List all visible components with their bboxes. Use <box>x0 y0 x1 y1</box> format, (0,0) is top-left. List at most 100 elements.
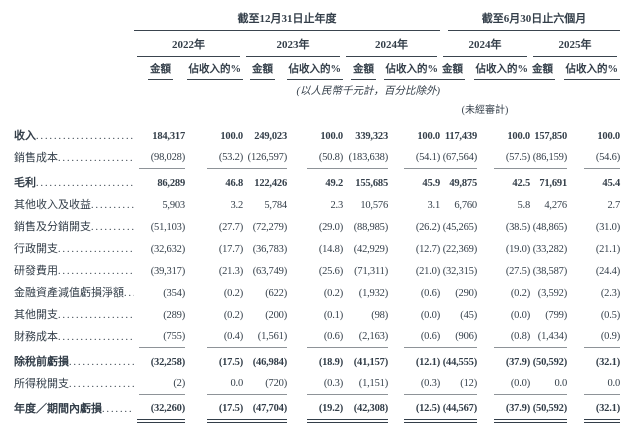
amount-cell: (2) <box>139 374 185 395</box>
amount-cell: (32,632) <box>150 244 185 255</box>
percent-cell: (38.5) <box>505 222 530 233</box>
row-label: 毛利 <box>14 173 134 194</box>
amount-cell: (48,865) <box>532 222 567 233</box>
amount-cell: 71,691 <box>539 178 567 189</box>
percent-cell: (0.3) <box>307 374 343 395</box>
amount-cell: (32,315) <box>442 266 477 277</box>
amount-cell: 122,426 <box>254 178 287 189</box>
percent-cell: (32.1) <box>595 357 620 368</box>
dot-leader <box>58 305 134 326</box>
amount-cell: (622) <box>265 288 287 299</box>
row-label: 銷售成本 <box>14 148 134 169</box>
percent-cell: (2.3) <box>600 288 620 299</box>
row-label: 研發費用 <box>14 261 134 282</box>
table-row: 財務成本 (755)(0.4)(1,561)(0.6)(2,163)(0.6)(… <box>14 327 620 348</box>
percent-cell: (17.7) <box>218 244 243 255</box>
year-header-2024: 2024年 <box>346 38 437 57</box>
percent-cell: 3.1 <box>427 200 440 211</box>
percent-cell: (0.2) <box>323 288 343 299</box>
percent-cell: (19.0) <box>505 244 530 255</box>
amount-cell: (71,311) <box>354 266 388 277</box>
percent-column-header: 佔收入的% <box>563 63 620 80</box>
percent-cell: (0.2) <box>223 288 243 299</box>
percent-cell: (12.5) <box>404 399 440 423</box>
percent-cell: (57.5) <box>494 148 530 169</box>
amount-cell: (200) <box>265 310 287 321</box>
year-header-2024-interim: 2024年 <box>443 38 527 57</box>
percent-cell: 45.9 <box>422 178 440 189</box>
dot-leader <box>36 173 134 194</box>
table-row: 年度／期間內虧損 (32,260) (17.5)(47,704) (19.2)(42… <box>14 399 620 423</box>
row-label: 其他開支 <box>14 305 134 326</box>
dot-leader <box>91 217 134 238</box>
percent-cell: 0.0 <box>584 374 620 395</box>
amount-cell: (2,163) <box>342 327 388 348</box>
amount-cell: (354) <box>163 288 185 299</box>
amount-cell: 184,317 <box>152 131 185 142</box>
amount-cell: (39,317) <box>150 266 185 277</box>
amount-column-header: 金額 <box>250 63 275 80</box>
percent-cell: 2.7 <box>607 200 620 211</box>
percent-cell: (19.2) <box>307 399 343 423</box>
amount-cell: (50,592) <box>532 357 567 368</box>
percent-cell: (54.1) <box>404 148 440 169</box>
dot-leader <box>58 239 134 260</box>
percent-cell: 42.5 <box>512 178 530 189</box>
dot-leader <box>36 126 134 147</box>
percent-cell: (0.2) <box>223 310 243 321</box>
percent-cell: 100.0 <box>320 131 343 142</box>
row-label-text: 所得稅開支 <box>14 378 69 390</box>
dot-leader <box>58 261 134 282</box>
table-row: 行政開支 (32,632) (17.7) (36,783) (14.8) (42,929… <box>14 239 620 260</box>
dot-leader <box>102 399 134 420</box>
amount-cell: (183,638) <box>342 148 388 169</box>
row-label: 財務成本 <box>14 327 134 348</box>
row-label-text: 行政開支 <box>14 243 58 255</box>
percent-cell: (0.2) <box>510 288 530 299</box>
percent-cell: (25.6) <box>318 266 343 277</box>
year-header-2025-interim: 2025年 <box>533 38 617 57</box>
annual-period-header: 截至12月31日止年度 <box>134 12 440 31</box>
percent-cell: (12.7) <box>415 244 440 255</box>
amount-cell: (45) <box>460 310 477 321</box>
percent-cell: (50.8) <box>307 148 343 169</box>
row-label-text: 毛利 <box>14 177 36 189</box>
amount-column-header: 金額 <box>440 63 465 80</box>
percent-column-header: 佔收入的% <box>286 63 343 80</box>
year-header-2022: 2022年 <box>137 38 240 57</box>
amount-cell: 0.0 <box>521 374 567 395</box>
period-header-row: 截至12月31日止年度 截至6月30日止六個月 <box>14 12 620 31</box>
amount-cell: (88,985) <box>353 222 388 233</box>
row-label-text: 金融資產減值虧損淨額 <box>14 287 124 299</box>
amount-cell: (3,592) <box>537 288 567 299</box>
dot-leader <box>91 195 134 216</box>
percent-cell: 5.8 <box>517 200 530 211</box>
row-label: 除稅前虧損 <box>14 352 134 373</box>
table-row: 其他開支 (289) (0.2) (200) (0.1) (98) (0.0) (45) (0… <box>14 305 620 326</box>
amount-cell: (42,308) <box>340 399 388 423</box>
percent-cell: (21.3) <box>218 266 243 277</box>
year-header-row: 2022年 2023年 2024年 2024年 2025年 <box>14 38 620 57</box>
percent-cell: (0.1) <box>323 310 343 321</box>
amount-cell: 4,276 <box>544 200 567 211</box>
percent-cell: (31.0) <box>595 222 620 233</box>
amount-cell: (906) <box>431 327 477 348</box>
percent-cell: 2.3 <box>330 200 343 211</box>
subheader-row: 金額 佔收入的% 金額 佔收入的% 金額 佔收入的% 金額 佔收入的% 金額 佔… <box>14 63 620 80</box>
percent-cell: (37.9) <box>505 357 530 368</box>
amount-cell: 157,850 <box>534 131 567 142</box>
amount-cell: (1,932) <box>358 288 388 299</box>
row-label: 行政開支 <box>14 239 134 260</box>
unaudited-note: (未經審計) <box>461 105 509 116</box>
row-label: 銷售及分銷開支 <box>14 217 134 238</box>
row-label-text: 銷售及分銷開支 <box>14 221 91 233</box>
percent-cell: 49.2 <box>325 178 343 189</box>
amount-cell: (50,592) <box>519 399 567 423</box>
interim-period-header: 截至6月30日止六個月 <box>448 12 620 31</box>
percent-cell: (27.7) <box>218 222 243 233</box>
amount-cell: (12) <box>431 374 477 395</box>
dot-leader <box>124 283 134 304</box>
amount-cell: 249,023 <box>254 131 287 142</box>
amount-cell: 117,439 <box>444 131 477 142</box>
percent-cell: 45.4 <box>602 178 620 189</box>
